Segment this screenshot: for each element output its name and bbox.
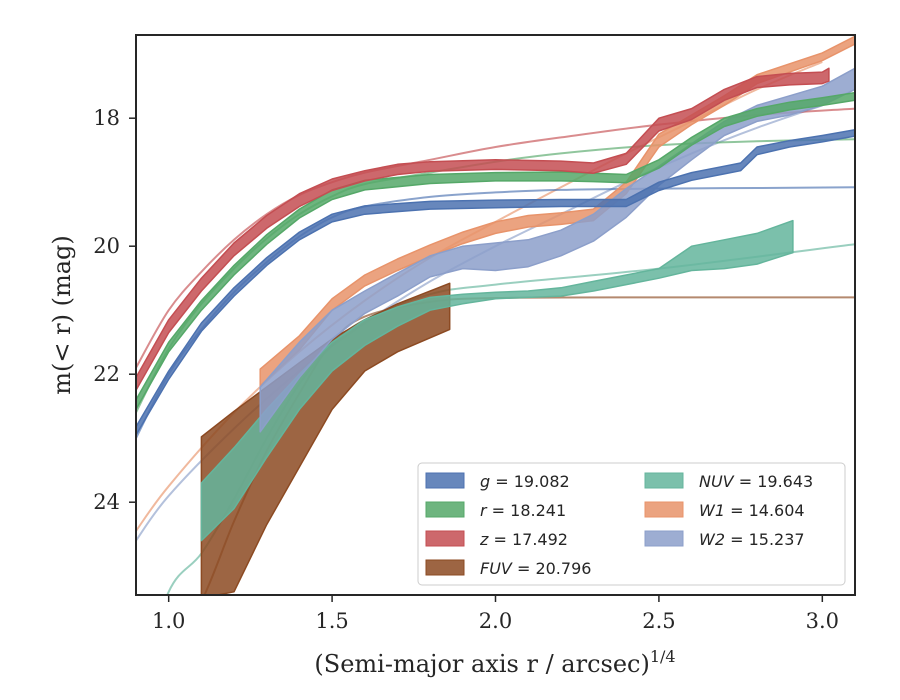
x-axis-title-main: (Semi-major axis r / arcsec) (314, 650, 649, 678)
x-tick-label: 1.0 (152, 609, 185, 633)
y-axis-title: m(< r) (mag) (48, 235, 76, 394)
x-tick-label: 1.5 (315, 609, 348, 633)
data-band-nuv (200, 219, 794, 542)
data-bands (136, 35, 855, 595)
x-tick-label: 2.5 (642, 609, 675, 633)
legend: g = 19.082 r = 18.241 z = 17.492 FUV = 20.7… (417, 462, 846, 586)
legend-label-fuv: FUV = 20.796 (480, 559, 591, 578)
x-axis: 1.0 1.5 2.0 2.5 3.0 (152, 595, 839, 633)
legend-label-r: r = 18.241 (480, 501, 566, 520)
data-band-z (136, 67, 830, 391)
y-tick-label: 24 (93, 490, 120, 514)
y-tick-label: 20 (93, 234, 120, 258)
x-tick-label: 2.0 (479, 609, 512, 633)
legend-label-z: z = 17.492 (479, 530, 568, 549)
legend-label-g: g = 19.082 (480, 472, 570, 491)
legend-swatch-r (425, 501, 465, 518)
legend-label-nuv: NUV = 19.643 (699, 472, 813, 491)
data-band-w2 (259, 67, 855, 433)
x-axis-title: (Semi-major axis r / arcsec)1/4 (314, 647, 675, 678)
legend-swatch-fuv (425, 559, 465, 576)
legend-label-w2: W2 = 15.237 (699, 530, 805, 549)
legend-swatch-g (425, 472, 465, 489)
legend-swatch-w2 (644, 530, 684, 547)
y-tick-label: 18 (93, 106, 120, 130)
legend-swatch-w1 (644, 501, 684, 518)
legend-swatch-nuv (644, 472, 684, 489)
legend-swatch-z (425, 530, 465, 547)
legend-box (417, 462, 846, 586)
y-tick-label: 22 (93, 362, 120, 386)
x-axis-title-exponent: 1/4 (650, 647, 676, 666)
data-band-g (136, 128, 855, 436)
x-tick-label: 3.0 (806, 609, 839, 633)
legend-label-w1: W1 = 14.604 (699, 501, 805, 520)
y-axis: 18 20 22 24 (93, 106, 136, 514)
